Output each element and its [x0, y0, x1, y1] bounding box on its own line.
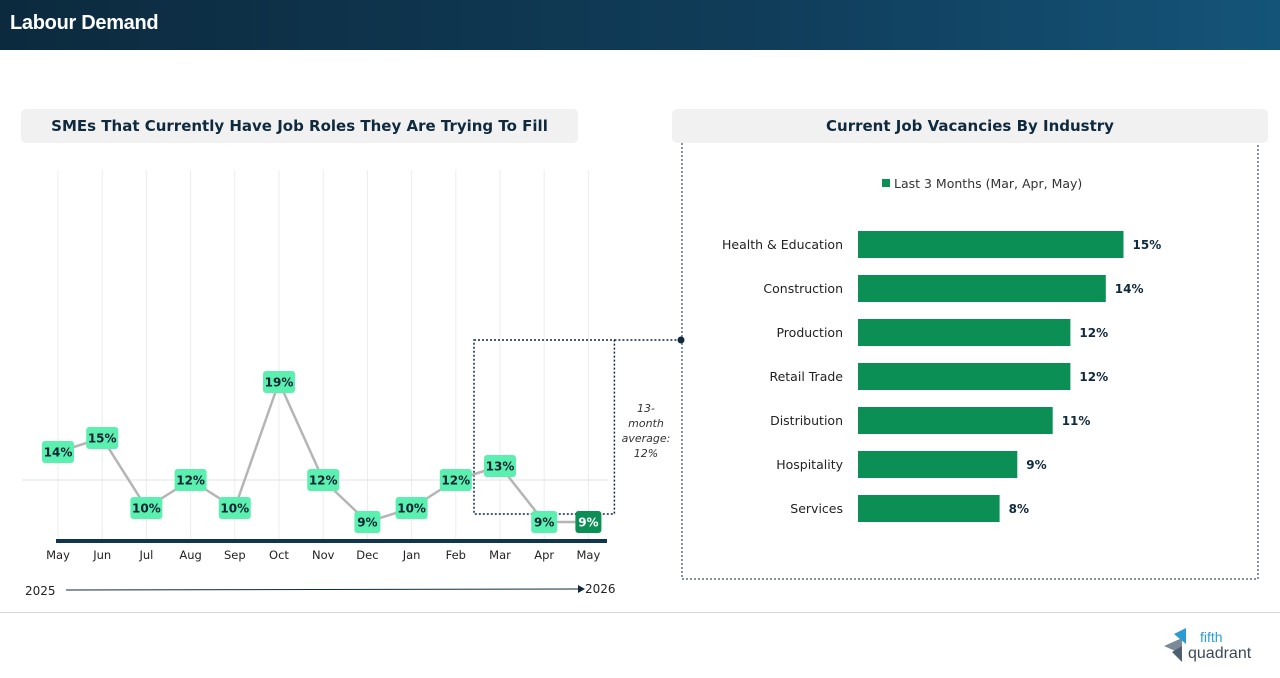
x-tick-label-11: Apr — [534, 548, 554, 562]
x-tick-label-1: Jun — [92, 548, 111, 562]
legend-label: Last 3 Months (Mar, Apr, May) — [894, 176, 1082, 191]
bar-chart-title: Current Job Vacancies By Industry — [672, 109, 1268, 143]
data-label-0: 14% — [44, 446, 73, 460]
period-start-label: 2025 — [25, 584, 56, 598]
data-label-9: 12% — [441, 474, 470, 488]
data-point-4: 10% — [218, 497, 251, 519]
data-point-badge-7 — [354, 511, 381, 533]
x-tick-label-6: Nov — [312, 548, 335, 562]
data-point-10: 13% — [484, 455, 516, 477]
average-annotation-line-3: 12% — [634, 447, 658, 460]
bar-panel-frame — [681, 143, 1259, 580]
bar-category-label-3: Retail Trade — [769, 369, 843, 384]
charts-canvas: 13- month average: 12% 14% 15% 10% 12% 10% 19% 12%… — [22, 143, 1259, 598]
bar-value-label-5: 9% — [1026, 458, 1046, 472]
data-label-6: 12% — [309, 474, 338, 488]
bar-value-label-3: 12% — [1079, 370, 1108, 384]
data-point-badge-1 — [86, 427, 119, 449]
data-label-5: 19% — [265, 376, 294, 390]
data-point-badge-8 — [395, 497, 428, 519]
bar-value-label-1: 14% — [1115, 282, 1144, 296]
logo-text-fifth: fifth — [1200, 629, 1223, 645]
bar-3 — [858, 363, 1071, 390]
data-point-badge-10 — [484, 455, 516, 477]
footer-divider — [0, 612, 1280, 613]
average-annotation-line-2: average: — [622, 432, 671, 445]
data-point-badge-2 — [130, 497, 163, 519]
bar-category-label-2: Production — [776, 325, 843, 340]
data-point-7: 9% — [354, 511, 381, 533]
page-header: Labour Demand — [0, 0, 1280, 50]
bar-value-label-0: 15% — [1133, 238, 1162, 252]
data-label-8: 10% — [397, 502, 426, 516]
x-tick-label-2: Jul — [138, 548, 153, 562]
logo-mark-accent-icon — [1174, 628, 1186, 644]
data-label-4: 10% — [220, 502, 249, 516]
logo-text-quadrant: quadrant — [1188, 645, 1252, 662]
data-point-badge-5 — [263, 371, 295, 393]
data-point-badge-6 — [307, 469, 340, 491]
data-point-3: 12% — [174, 469, 207, 491]
data-label-7: 9% — [357, 516, 377, 530]
data-point-1: 15% — [86, 427, 119, 449]
data-point-2: 10% — [130, 497, 163, 519]
x-tick-label-7: Dec — [356, 548, 378, 562]
data-point-6: 12% — [307, 469, 340, 491]
period-arrow-line — [65, 588, 579, 591]
logo-mark-shadow-icon — [1172, 646, 1182, 662]
period-arrow-head — [578, 585, 585, 593]
bar-category-label-6: Services — [790, 501, 843, 516]
data-label-3: 12% — [176, 474, 205, 488]
data-label-1: 15% — [88, 432, 117, 446]
data-point-badge-9 — [439, 469, 472, 491]
x-axis — [56, 539, 607, 543]
bar-value-label-6: 8% — [1009, 502, 1029, 516]
data-point-9: 12% — [439, 469, 472, 491]
x-tick-label-4: Sep — [224, 548, 246, 562]
data-point-badge-12 — [575, 511, 602, 533]
bar-5 — [858, 451, 1018, 478]
bar-value-label-4: 11% — [1062, 414, 1091, 428]
data-point-badge-11 — [531, 511, 558, 533]
bar-6 — [858, 495, 1000, 522]
bar-2 — [858, 319, 1071, 346]
bar-4 — [858, 407, 1053, 434]
data-point-11: 9% — [531, 511, 558, 533]
bar-category-label-1: Construction — [763, 281, 843, 296]
data-point-12: 9% — [575, 511, 602, 533]
average-annotation-line-0: 13- — [637, 402, 655, 415]
x-tick-label-0: May — [46, 548, 70, 562]
legend-swatch — [882, 179, 890, 187]
bar-0 — [858, 231, 1124, 258]
data-point-5: 19% — [263, 371, 295, 393]
data-point-0: 14% — [42, 441, 74, 463]
data-label-2: 10% — [132, 502, 161, 516]
x-tick-label-3: Aug — [179, 548, 201, 562]
x-tick-label-10: Mar — [489, 548, 511, 562]
bar-value-label-2: 12% — [1079, 326, 1108, 340]
data-point-badge-4 — [218, 497, 251, 519]
data-point-badge-0 — [42, 441, 74, 463]
data-point-badge-3 — [174, 469, 207, 491]
bar-1 — [858, 275, 1106, 302]
x-tick-label-12: May — [577, 548, 601, 562]
x-tick-label-9: Feb — [446, 548, 466, 562]
line-chart-title: SMEs That Currently Have Job Roles They … — [21, 109, 578, 143]
bar-category-label-5: Hospitality — [776, 457, 843, 472]
connector-dot — [677, 336, 685, 344]
average-annotation: 13- month average: 12% — [622, 402, 671, 460]
bar-category-label-4: Distribution — [770, 413, 843, 428]
data-label-10: 13% — [486, 460, 515, 474]
page-title: Labour Demand — [10, 12, 159, 34]
average-annotation-line-1: month — [628, 417, 664, 430]
data-point-8: 10% — [395, 497, 428, 519]
x-tick-label-5: Oct — [269, 548, 289, 562]
fifth-quadrant-logo: fifth quadrant — [1164, 628, 1252, 662]
bar-category-label-0: Health & Education — [722, 237, 843, 252]
data-label-11: 9% — [534, 516, 554, 530]
data-label-12: 9% — [578, 516, 598, 530]
x-tick-label-8: Jan — [402, 548, 421, 562]
period-end-label: 2026 — [585, 582, 616, 596]
